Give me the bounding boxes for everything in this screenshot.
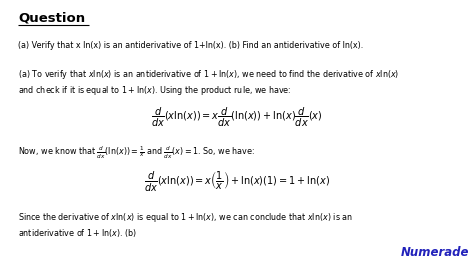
Text: $\dfrac{d}{dx}(x\ln(x)) = x\dfrac{d}{dx}(\ln(x)) + \ln(x)\dfrac{d}{dx}(x)$: $\dfrac{d}{dx}(x\ln(x)) = x\dfrac{d}{dx}… xyxy=(151,106,323,130)
Text: antiderivative of $1 + \ln(x)$. (b): antiderivative of $1 + \ln(x)$. (b) xyxy=(18,227,137,239)
Text: $\dfrac{d}{dx}(x\ln(x)) = x\left(\dfrac{1}{x}\right) + \ln(x)(1) = 1 + \ln(x)$: $\dfrac{d}{dx}(x\ln(x)) = x\left(\dfrac{… xyxy=(144,169,330,193)
Text: Now, we know that $\frac{d}{dx}(\ln(x)) = \frac{1}{x}$ and $\frac{d}{dx}(x) = 1$: Now, we know that $\frac{d}{dx}(\ln(x)) … xyxy=(18,145,255,161)
Text: Question: Question xyxy=(18,12,85,25)
Text: Since the derivative of $x\ln(x)$ is equal to $1 + \ln(x)$, we can conclude that: Since the derivative of $x\ln(x)$ is equ… xyxy=(18,211,353,225)
Text: and check if it is equal to $1 + \ln(x)$. Using the product rule, we have:: and check if it is equal to $1 + \ln(x)$… xyxy=(18,84,292,97)
Text: Numerade: Numerade xyxy=(401,246,469,259)
Text: (a) Verify that x ln(x) is an antiderivative of 1+ln(x). (b) Find an antiderivat: (a) Verify that x ln(x) is an antideriva… xyxy=(18,41,363,50)
Text: (a) To verify that $x\ln(x)$ is an antiderivative of $1 + \ln(x)$, we need to fi: (a) To verify that $x\ln(x)$ is an antid… xyxy=(18,68,400,81)
